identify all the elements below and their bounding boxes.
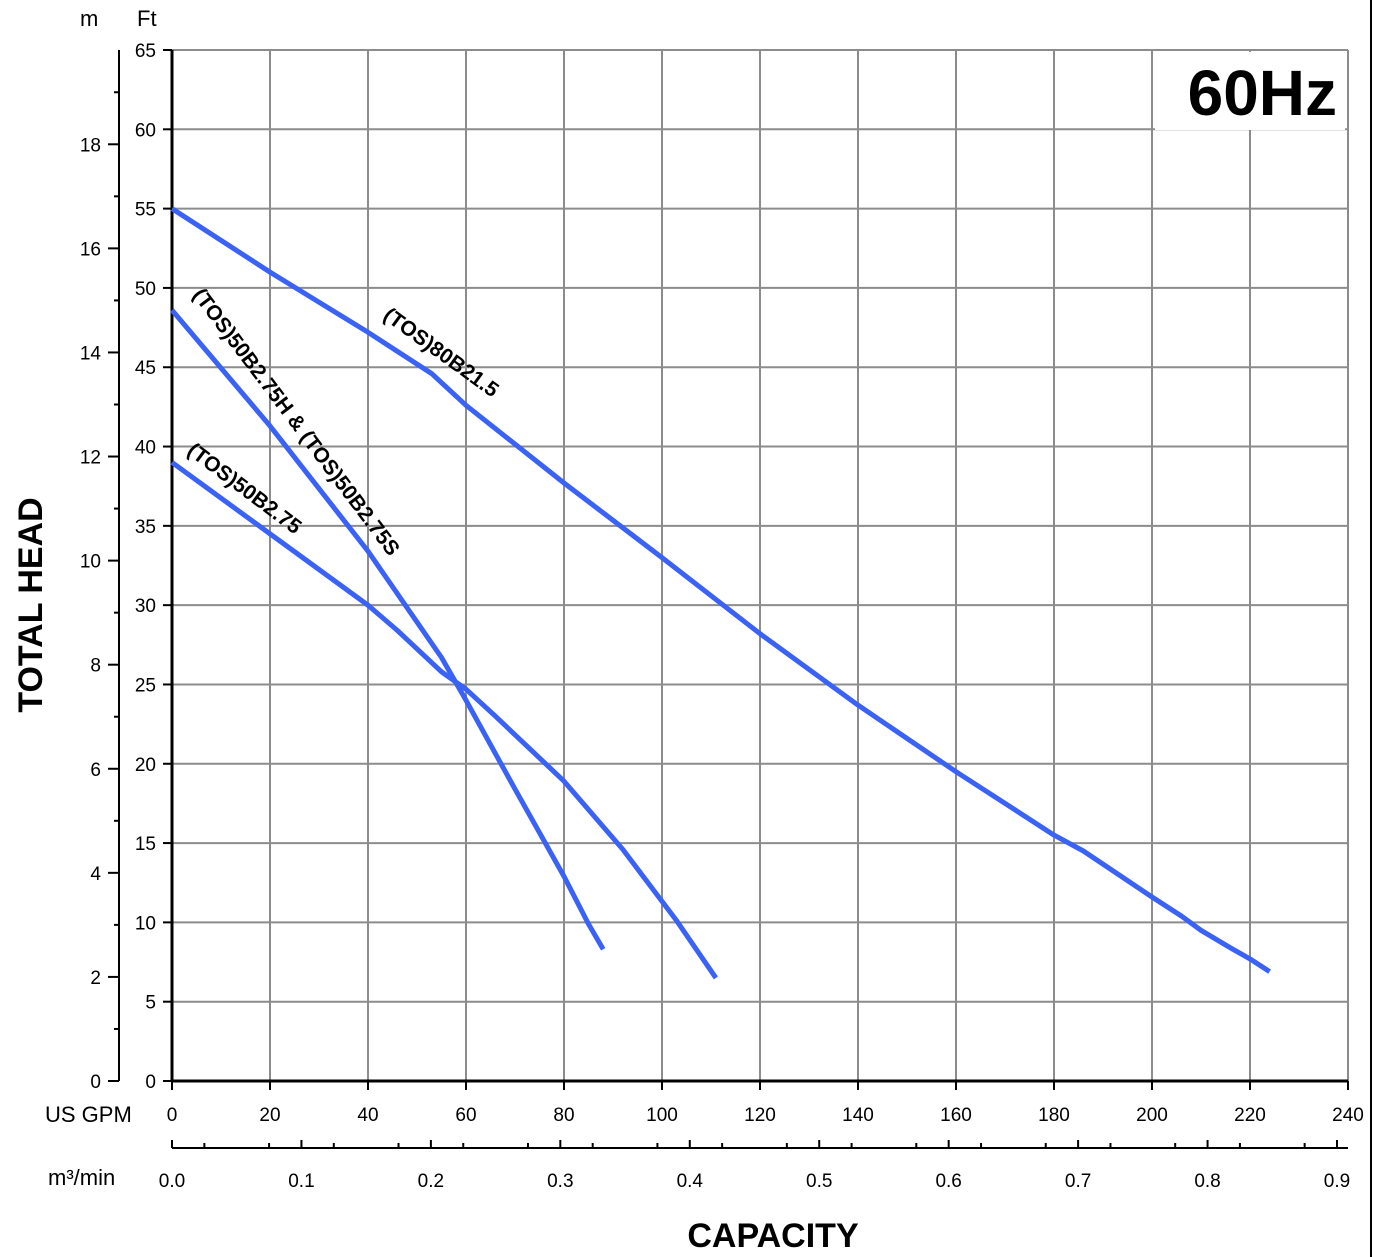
y-unit-label: Ft [137,6,157,31]
gpm-tick-label: 240 [1332,1105,1364,1126]
curve-label: (TOS)50B2.75 [183,439,306,540]
m3-tick-label: 0.7 [1065,1171,1091,1192]
x-axis-m3min: 0.0 0.1 0.2 0.3 0.4 0.5 0.6 0.7 0.8 0.9 [159,1140,1350,1192]
ft-tick-label: 40 [135,438,156,459]
m3-tick-label: 0.0 [159,1171,185,1192]
ft-tick-label: 0 [145,1072,156,1093]
gpm-tick-label: 200 [1136,1105,1168,1126]
m3-tick-label: 0.9 [1324,1171,1350,1192]
gpm-tick-label: 180 [1038,1105,1070,1126]
m3-tick-label: 0.2 [418,1171,444,1192]
pump-curve [170,460,718,980]
m-tick-label: 14 [80,343,102,364]
gpm-tick-label: 220 [1234,1105,1266,1126]
m-tick-label: 0 [90,1072,101,1093]
gpm-tick-label: 80 [553,1105,574,1126]
gpm-tick-label: 120 [744,1105,776,1126]
y-axis-title: TOTAL HEAD [12,497,50,712]
gpm-tick-label: 0 [167,1105,178,1126]
m-tick-label: 6 [90,760,101,781]
m-tick-label: 8 [90,656,101,677]
ft-tick-label: 50 [135,279,156,300]
pump-curve [170,308,606,951]
x-axis-title: CAPACITY [687,1217,859,1255]
ft-tick-label: 35 [135,517,156,538]
m3-tick-label: 0.1 [288,1171,314,1192]
ft-tick-label: 30 [135,596,156,617]
m3-tick-label: 0.5 [806,1171,832,1192]
m-tick-label: 18 [80,135,101,156]
frequency-badge: 60Hz [1188,57,1337,129]
ft-tick-label: 15 [135,834,156,855]
x2-unit-label: m³/min [48,1165,115,1190]
ft-tick-label: 20 [135,755,156,776]
curves [170,206,1271,980]
ft-tick-label: 10 [135,913,156,934]
x-axis-gpm: 0 20 40 60 80 100 120 140 160 180 200 220 240 [167,1081,1364,1126]
ft-tick-label: 25 [135,675,156,696]
ft-tick-label: 65 [135,41,156,62]
gpm-tick-label: 60 [455,1105,476,1126]
ft-tick-label: 55 [135,200,156,221]
m-tick-label: 4 [90,864,101,885]
y2-unit-label: m [80,6,98,31]
ft-tick-label: 60 [135,120,156,141]
m3-tick-label: 0.4 [677,1171,704,1192]
m-tick-label: 10 [80,552,101,573]
m-tick-label: 2 [90,968,101,989]
gpm-tick-label: 100 [646,1105,678,1126]
ft-tick-label: 5 [145,993,156,1014]
m3-tick-label: 0.8 [1194,1171,1220,1192]
gpm-tick-label: 140 [842,1105,874,1126]
gpm-tick-label: 160 [940,1105,972,1126]
badge-background [1155,52,1345,130]
y-axis-m: 0 2 4 6 8 10 12 14 16 18 [80,50,120,1093]
m-tick-label: 16 [80,239,101,260]
ft-tick-label: 45 [135,358,156,379]
y-axis-ft: 0 5 10 15 20 25 30 35 40 45 50 55 60 65 [135,41,172,1093]
m3-tick-label: 0.3 [547,1171,573,1192]
x-unit-label: US GPM [45,1102,132,1127]
m3-tick-label: 0.6 [935,1171,961,1192]
pump-curve [170,206,1271,974]
gpm-tick-label: 20 [259,1105,280,1126]
m-tick-label: 12 [80,448,101,469]
grid [170,49,1349,1083]
gpm-tick-label: 40 [357,1105,378,1126]
